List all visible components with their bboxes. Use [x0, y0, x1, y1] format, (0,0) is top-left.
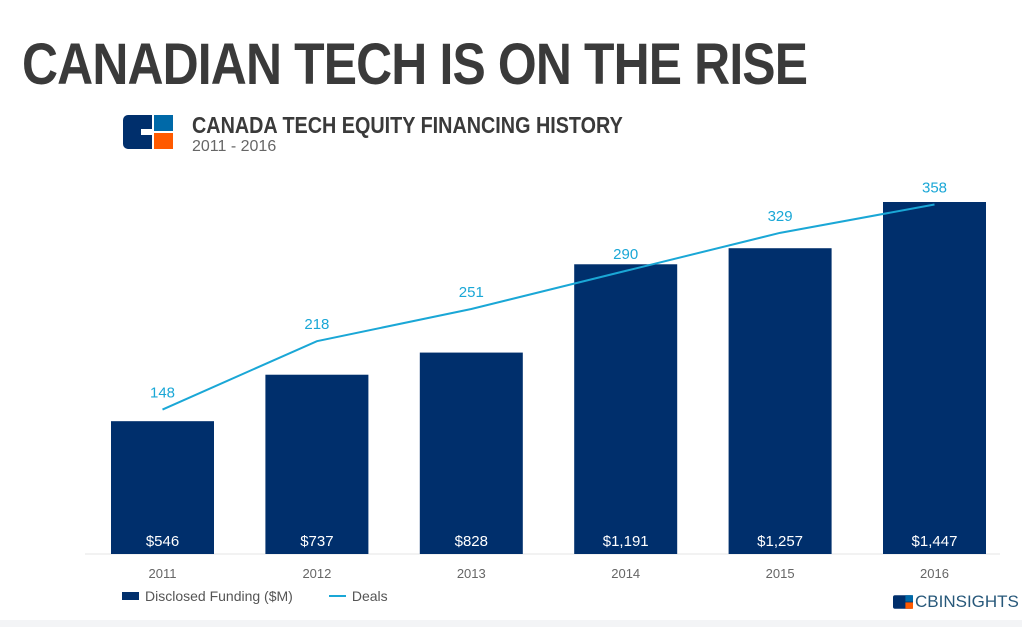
bar-2011: [111, 421, 214, 554]
page-title: CANADIAN TECH IS ON THE RISE: [22, 32, 808, 97]
legend-label-funding: Disclosed Funding ($M): [145, 588, 293, 604]
cbinsights-logo: CBINSIGHTS: [893, 592, 1019, 612]
bar-2015: [728, 248, 832, 554]
chart-subtitle: 2011 - 2016: [192, 138, 277, 155]
legend: Disclosed Funding ($M) Deals: [122, 588, 388, 604]
legend-label-deals: Deals: [351, 588, 388, 604]
bar-2016: [883, 202, 986, 554]
deals-label-2015: 329: [768, 208, 793, 225]
deals-label-2013: 251: [459, 284, 484, 301]
x-tick-2011: 2011: [149, 566, 177, 581]
brand-text: CBINSIGHTS: [915, 592, 1019, 611]
bar-2012: [265, 374, 369, 554]
x-tick-2016: 2016: [920, 566, 949, 581]
bar-label-2012: $737: [300, 533, 333, 550]
deals-label-2012: 218: [304, 316, 329, 333]
deals-label-2011: 148: [150, 385, 175, 402]
cb-logo-icon: [123, 115, 173, 149]
x-tick-2012: 2012: [302, 566, 331, 581]
bar-label-2014: $1,191: [603, 533, 649, 550]
x-tick-2014: 2014: [611, 566, 640, 581]
deals-line: [162, 203, 935, 411]
bar-2013: [419, 352, 523, 554]
cb-small-logo-icon: [893, 595, 913, 609]
x-tick-2015: 2015: [766, 566, 795, 581]
legend-swatch-deals: [328, 595, 346, 597]
bar-label-2015: $1,257: [757, 533, 803, 550]
deals-label-2016: 358: [922, 180, 947, 197]
legend-swatch-funding: [122, 592, 139, 600]
footer-divider: [0, 620, 1022, 627]
bar-label-2013: $828: [455, 533, 488, 550]
chart-title: CANADA TECH EQUITY FINANCING HISTORY: [192, 112, 623, 138]
deals-label-2014: 290: [613, 246, 638, 263]
x-tick-2013: 2013: [457, 566, 486, 581]
bar-label-2011: $546: [146, 533, 179, 550]
bar-label-2016: $1,447: [912, 533, 958, 550]
bar-2014: [574, 264, 678, 554]
